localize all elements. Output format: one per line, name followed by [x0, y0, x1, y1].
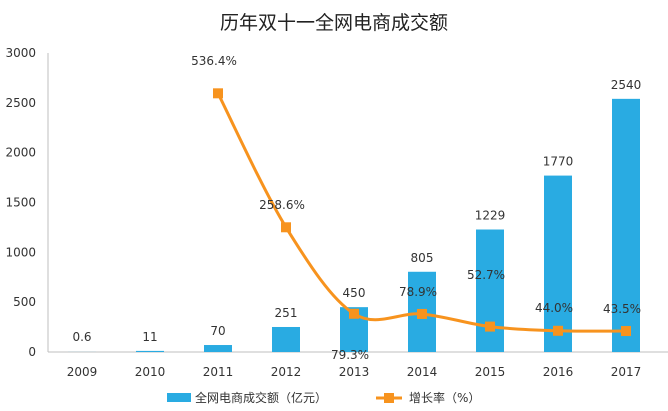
legend-bar-label: 全网电商成交额（亿元） [195, 390, 327, 405]
bar [612, 98, 640, 352]
bar [272, 326, 300, 352]
bar-value-label: 251 [275, 306, 298, 320]
y-tick-label: 1000 [5, 245, 36, 259]
y-tick-label: 1500 [5, 196, 36, 210]
x-tick-label: 2011 [203, 365, 234, 379]
x-tick-label: 2015 [475, 365, 506, 379]
legend-line-marker [384, 393, 394, 403]
growth-marker [553, 325, 563, 336]
growth-value-label: 78.9% [399, 285, 437, 299]
growth-value-label: 52.7% [467, 268, 505, 282]
growth-marker [213, 88, 223, 99]
bar-value-label: 2540 [611, 78, 642, 92]
bar-value-label: 0.6 [72, 330, 91, 344]
x-tick-label: 2017 [611, 365, 642, 379]
growth-value-label: 44.0% [535, 301, 573, 315]
y-tick-label: 2000 [5, 146, 36, 160]
y-tick-label: 3000 [5, 46, 36, 60]
bar [204, 345, 232, 352]
growth-value-label: 536.4% [191, 54, 237, 68]
y-tick-label: 500 [13, 295, 36, 309]
bar [136, 350, 164, 352]
growth-marker [349, 308, 359, 319]
growth-value-label: 258.6% [259, 198, 305, 212]
growth-line-series [213, 88, 631, 337]
legend: 全网电商成交额（亿元） 增长率（%） [167, 390, 480, 405]
x-tick-label: 2013 [339, 365, 370, 379]
bar [544, 175, 572, 352]
y-tick-label: 0 [28, 345, 36, 359]
growth-marker [417, 308, 427, 319]
growth-marker [281, 222, 291, 233]
x-tick-label: 2009 [67, 365, 98, 379]
x-tick-label: 2012 [271, 365, 302, 379]
bar [476, 229, 504, 352]
bar-value-label: 11 [142, 330, 157, 344]
growth-value-label: 79.3% [331, 348, 369, 362]
bar-value-label: 450 [343, 286, 366, 300]
bar-labels: 0.6 11 70 251 450 805 1229 1770 2540 [72, 78, 641, 344]
x-tick-label: 2014 [407, 365, 438, 379]
bar-value-label: 1770 [543, 155, 574, 169]
bar-value-label: 1229 [475, 209, 506, 223]
y-tick-label: 2500 [5, 96, 36, 110]
bar-value-label: 805 [411, 251, 434, 265]
bar-value-label: 70 [210, 324, 225, 338]
legend-line-label: 增长率（%） [409, 390, 480, 405]
x-tick-label: 2016 [543, 365, 574, 379]
growth-marker [485, 321, 495, 332]
x-tick-label: 2010 [135, 365, 166, 379]
y-axis: 0 500 1000 1500 2000 2500 3000 [5, 46, 49, 359]
growth-labels: 536.4% 258.6% 79.3% 78.9% 52.7% 44.0% 43.5% [191, 54, 641, 362]
growth-value-label: 43.5% [603, 302, 641, 316]
chart-title: 历年双十一全网电商成交额 [220, 12, 448, 34]
growth-marker [621, 326, 631, 337]
legend-bar-swatch [167, 393, 191, 402]
